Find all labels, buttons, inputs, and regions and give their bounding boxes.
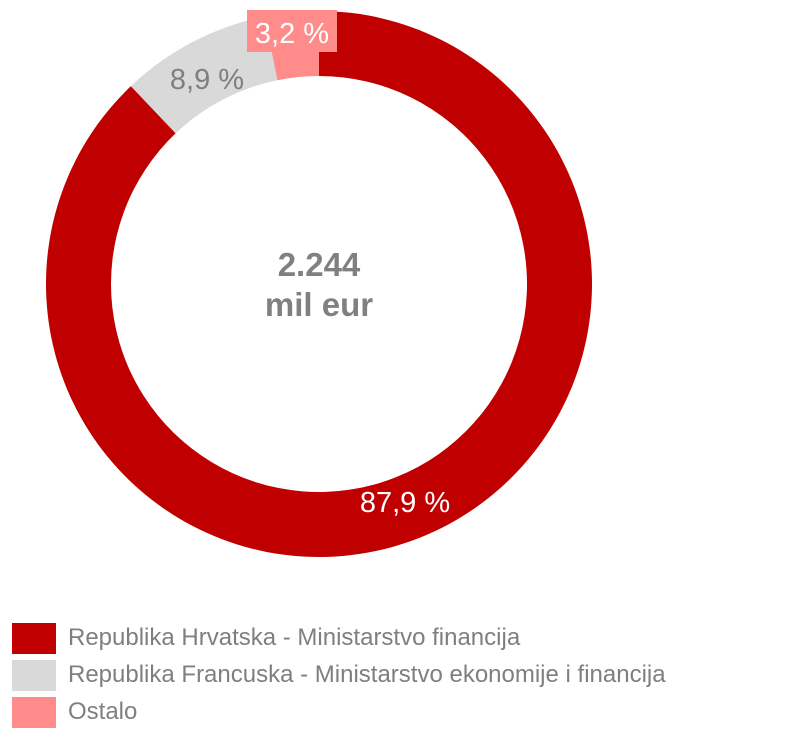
center-total-value: 2.244 xyxy=(278,246,361,283)
legend-item-ostalo: Ostalo xyxy=(12,696,666,728)
donut-svg: 87,9 % 8,9 % 3,2 % 2.244 mil eur xyxy=(46,10,592,557)
legend-item-republika-francuska: Republika Francuska - Ministarstvo ekono… xyxy=(12,659,666,691)
legend-item-republika-hrvatska: Republika Hrvatska - Ministarstvo financ… xyxy=(12,622,666,654)
slice-value-label: 87,9 % xyxy=(360,487,450,519)
slice-value-label: 3,2 % xyxy=(255,18,329,50)
legend-swatch xyxy=(12,659,56,691)
center-total-unit: mil eur xyxy=(265,286,373,323)
legend-label: Republika Francuska - Ministarstvo ekono… xyxy=(68,661,666,688)
legend-swatch xyxy=(12,696,56,728)
legend-label: Ostalo xyxy=(68,698,138,725)
legend-label: Republika Hrvatska - Ministarstvo financ… xyxy=(68,624,521,651)
slice-label-background xyxy=(247,10,337,52)
slice-republika-hrvatska-ministarstvo-financija xyxy=(46,11,592,557)
slice-value-label: 8,9 % xyxy=(170,64,244,96)
slice-republika-francuska-ministarstvo-ekonomije-i-financija xyxy=(130,16,278,134)
legend-swatch xyxy=(12,622,56,654)
legend: Republika Hrvatska - Ministarstvo financ… xyxy=(12,622,666,733)
